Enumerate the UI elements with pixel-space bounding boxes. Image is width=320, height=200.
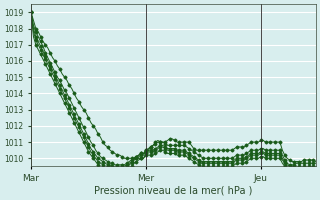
X-axis label: Pression niveau de la mer( hPa ): Pression niveau de la mer( hPa ) <box>94 186 252 196</box>
